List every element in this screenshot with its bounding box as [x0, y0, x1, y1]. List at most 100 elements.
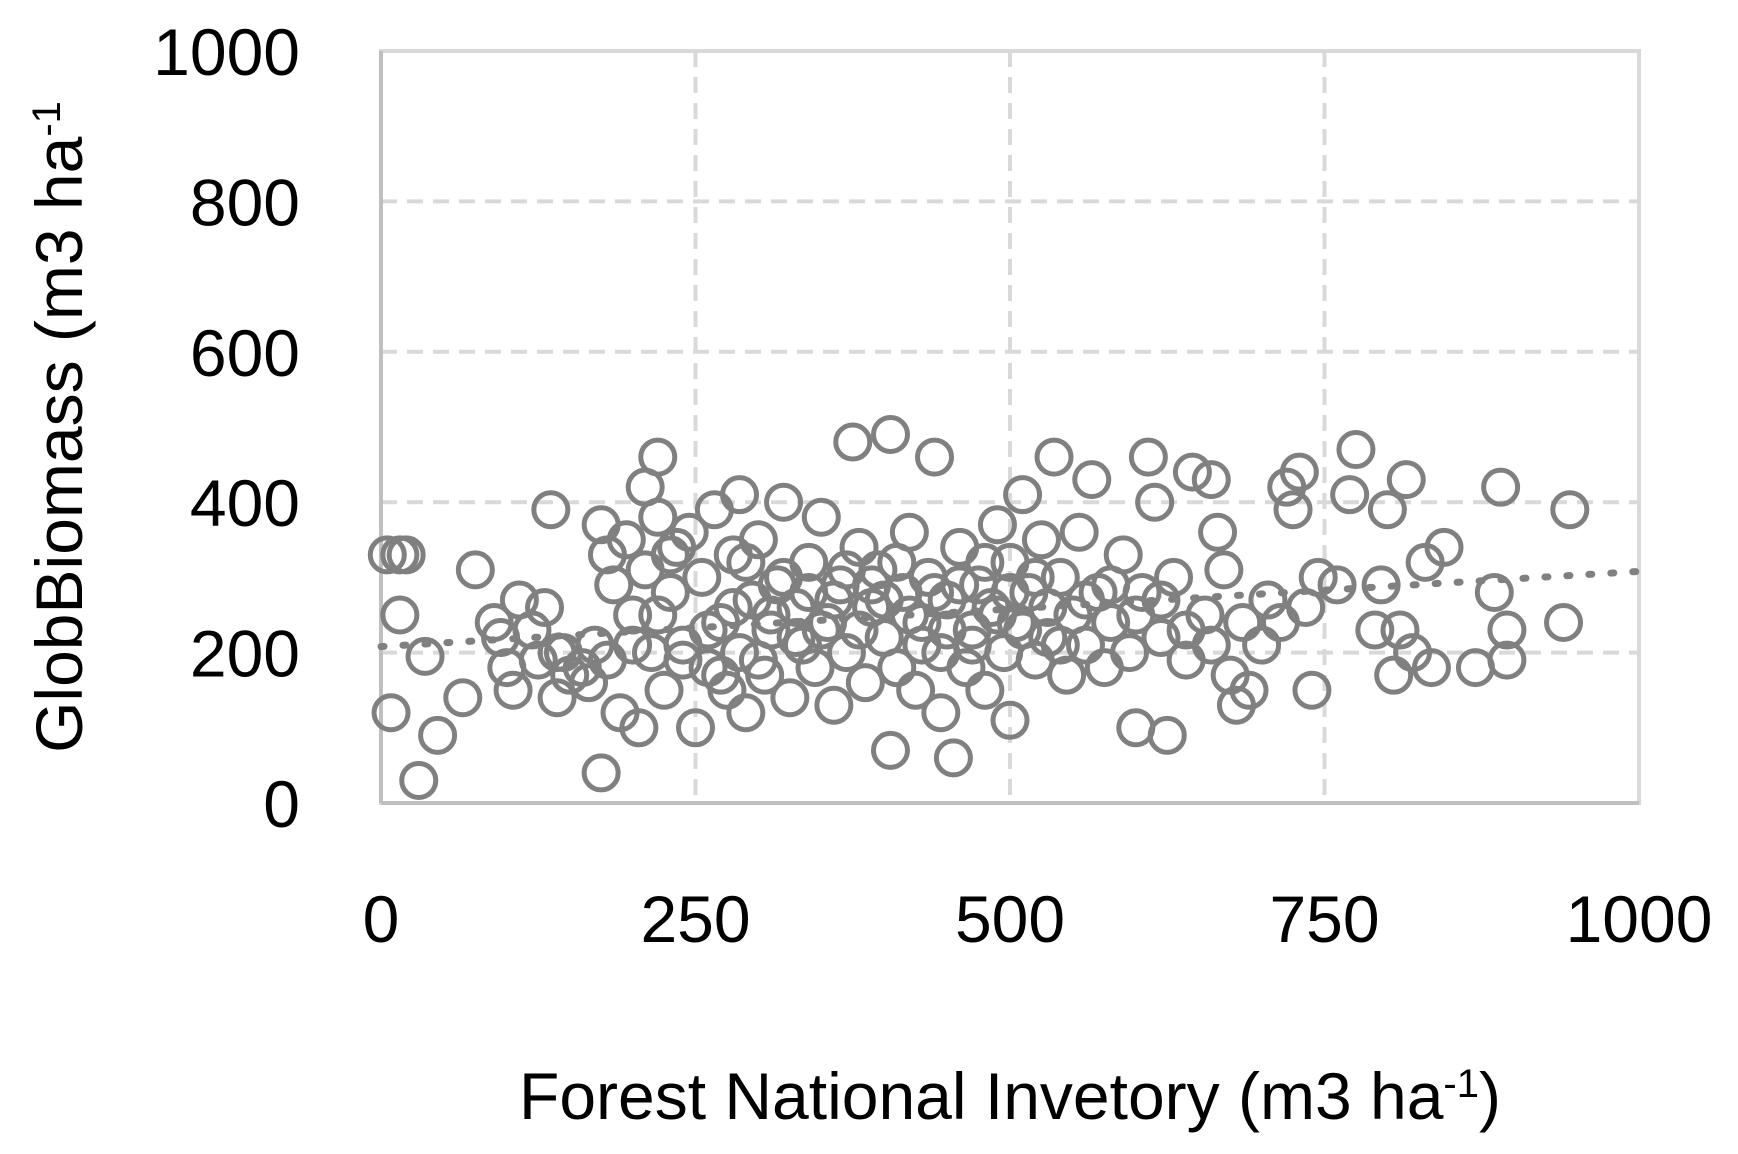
data-point [1367, 490, 1407, 530]
data-point [839, 527, 879, 567]
data-point [833, 422, 873, 462]
data-point [386, 535, 426, 575]
data-point [644, 670, 684, 710]
data-point [801, 497, 841, 537]
data-point [1455, 648, 1495, 688]
data-point [1198, 512, 1238, 552]
data-point [1084, 648, 1124, 688]
data-point [770, 678, 810, 718]
x-tick-label: 1000 [1566, 882, 1713, 956]
data-point [1273, 490, 1313, 530]
data-point [1135, 482, 1175, 522]
y-tick-label: 600 [190, 316, 300, 390]
data-point [990, 700, 1030, 740]
data-point [814, 685, 854, 725]
data-point [1191, 625, 1231, 665]
data-point [1474, 572, 1514, 612]
y-tick-label: 0 [263, 767, 300, 841]
data-point [952, 625, 992, 665]
data-point [1229, 670, 1269, 710]
data-point [1550, 490, 1590, 530]
data-point [1279, 452, 1319, 492]
data-point [720, 633, 760, 673]
data-point [1141, 618, 1181, 658]
y-tick-label: 800 [190, 165, 300, 239]
data-point [1361, 565, 1401, 605]
y-tick-label: 400 [190, 466, 300, 540]
data-point [1317, 565, 1357, 605]
data-point [726, 542, 766, 582]
data-point [1336, 430, 1376, 470]
x-tick-label: 0 [363, 882, 400, 956]
data-point [839, 610, 879, 650]
data-point [537, 678, 577, 718]
data-point [694, 490, 734, 530]
data-point [399, 760, 439, 800]
data-point [638, 595, 678, 635]
data-point [764, 482, 804, 522]
data-point [738, 640, 778, 680]
data-point [1191, 460, 1231, 500]
data-point [826, 633, 866, 673]
data-point [915, 572, 955, 612]
x-tick-label: 250 [640, 882, 750, 956]
data-point [1065, 625, 1105, 665]
data-point [669, 512, 709, 552]
data-point [845, 663, 885, 703]
y-tick-labels: 0 200 400 600 800 1000 [153, 15, 300, 841]
x-tick-label: 750 [1269, 882, 1379, 956]
data-point [650, 572, 690, 612]
data-point [1386, 460, 1426, 500]
y-tick-label: 1000 [153, 15, 300, 89]
data-point [531, 490, 571, 530]
data-point [1059, 512, 1099, 552]
x-axis-title-end: ) [1479, 1059, 1501, 1133]
x-axis-title-sup: -1 [1443, 1062, 1479, 1106]
data-point [877, 542, 917, 582]
data-point [896, 670, 936, 710]
data-point [1147, 715, 1187, 755]
data-point [1204, 550, 1244, 590]
data-point [619, 708, 659, 748]
data-point [1154, 557, 1194, 597]
data-point [795, 648, 835, 688]
data-point [965, 542, 1005, 582]
data-point [915, 437, 955, 477]
data-point [371, 693, 411, 733]
data-point [726, 693, 766, 733]
data-point [650, 535, 690, 575]
data-point [1003, 475, 1043, 515]
data-point [1544, 603, 1584, 643]
data-point [587, 640, 627, 680]
x-tick-label: 500 [955, 882, 1065, 956]
data-point [764, 557, 804, 597]
data-point [1021, 520, 1061, 560]
data-point [1047, 655, 1087, 695]
data-point [1072, 460, 1112, 500]
data-point [1487, 610, 1527, 650]
data-point [1411, 648, 1451, 688]
data-point [1374, 655, 1414, 695]
data-point [493, 670, 533, 710]
data-point [738, 520, 778, 560]
data-point [606, 520, 646, 560]
data-point [1298, 557, 1338, 597]
data-point [1481, 467, 1521, 507]
data-point [1110, 633, 1150, 673]
data-point [946, 648, 986, 688]
data-point [1116, 708, 1156, 748]
data-point [1292, 670, 1332, 710]
data-point [1040, 625, 1080, 665]
data-point [443, 678, 483, 718]
x-axis-title: Forest National Invetory (m3 ha-1) [519, 1059, 1501, 1133]
data-point [751, 595, 791, 635]
data-point [367, 535, 407, 575]
data-point [638, 497, 678, 537]
y-axis-title: GlobBiomass (m3 ha-1 [22, 101, 96, 753]
data-point [1248, 580, 1288, 620]
data-point [455, 550, 495, 590]
data-point [1355, 610, 1395, 650]
data-point [613, 595, 653, 635]
data-point [940, 565, 980, 605]
